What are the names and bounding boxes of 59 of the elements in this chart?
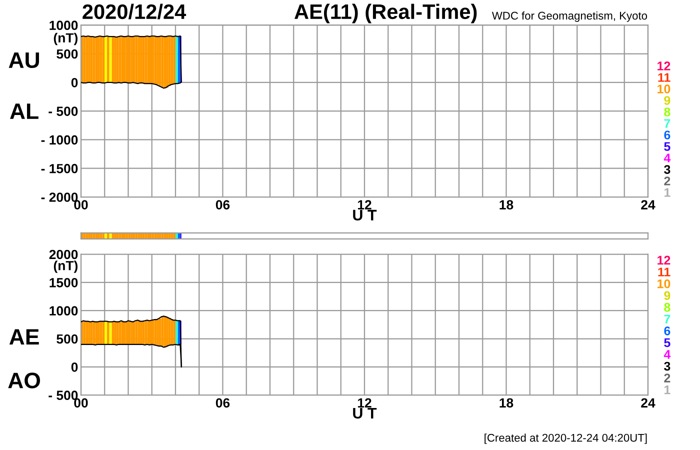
x-tick-label: 00 — [74, 398, 88, 408]
x-tick-label: 12 — [358, 398, 372, 408]
y-tick-label: 0 — [71, 362, 78, 372]
text: AO — [8, 372, 40, 388]
text: AU — [8, 52, 39, 68]
y-tick-label: 1000 — [50, 306, 78, 316]
text: AL — [10, 104, 38, 119]
legend-label: 11 — [658, 73, 670, 82]
text: 10 — [658, 279, 670, 288]
legend-label: 1 — [664, 188, 670, 197]
y-tick-label: 500 — [56, 49, 78, 59]
x-axis-title: U T — [353, 210, 377, 221]
text: 5 — [664, 338, 670, 348]
x-tick-label: 00 — [74, 200, 88, 210]
legend-label: 3 — [664, 362, 670, 371]
legend-label: 1 — [664, 386, 670, 394]
chart-subtitle: AE(11) (Real-Time) — [294, 4, 477, 24]
y-axis-title: (nT) — [54, 32, 78, 46]
x-tick-label: 06 — [216, 398, 230, 408]
y-tick-label: - 1000 — [41, 135, 78, 145]
y-tick-label: - 2000 — [41, 192, 78, 202]
legend-label: 8 — [664, 302, 670, 312]
x-tick-label: 18 — [500, 200, 514, 210]
series-label: AE — [9, 329, 39, 345]
legend-label: 12 — [658, 256, 670, 265]
text: 7 — [664, 314, 670, 324]
x-tick-label: 06 — [216, 200, 230, 210]
legend-label: 4 — [664, 350, 671, 359]
x-tick-label: 24 — [641, 200, 656, 210]
y-tick-label: 1000 — [50, 20, 78, 30]
y-tick-label: 0 — [71, 78, 78, 88]
y-tick-label: 500 — [56, 334, 78, 344]
y-tick-label: - 1500 — [41, 164, 78, 174]
text: 9 — [664, 96, 670, 105]
text: [Created at 2020-12-24 04:20UT] — [484, 434, 647, 444]
text: WDC for Geomagnetism, Kyoto — [492, 11, 648, 22]
text: 7 — [664, 119, 670, 128]
legend-label: 4 — [664, 154, 671, 162]
y-tick-label: 2000 — [49, 250, 78, 260]
x-tick-label: 18 — [500, 398, 514, 408]
y-tick-label: 1500 — [50, 278, 78, 288]
legend-label: 2 — [664, 176, 670, 186]
x-tick-label: 24 — [641, 398, 656, 408]
text: 5 — [664, 142, 670, 151]
text: 10 — [658, 84, 670, 94]
y-axis-title: (nT) — [54, 260, 78, 273]
legend-label: 11 — [658, 268, 670, 276]
x-axis-title: U T — [353, 408, 377, 419]
text: 6 — [664, 130, 670, 140]
chart-title: 2020/12/24 — [82, 4, 186, 20]
text: 9 — [664, 291, 670, 300]
x-tick-label: 12 — [358, 200, 372, 210]
y-tick-label: - 500 — [48, 106, 78, 116]
legend-label: 8 — [664, 108, 670, 116]
legend-label: 2 — [664, 374, 670, 382]
legend-label: 12 — [658, 62, 670, 70]
legend-label: 3 — [664, 165, 670, 174]
y-tick-label: - 500 — [48, 390, 78, 400]
text: 6 — [664, 326, 670, 336]
